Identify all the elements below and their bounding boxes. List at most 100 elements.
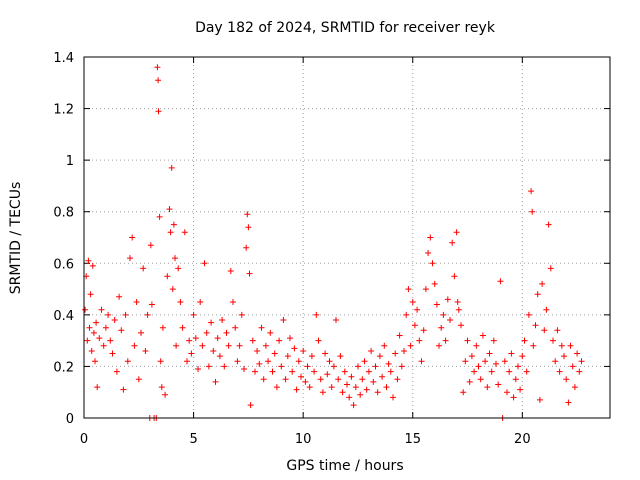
data-point [346,394,353,401]
grid-lines [84,57,610,418]
data-point [190,311,197,318]
data-point [460,389,467,396]
data-point [529,208,536,215]
data-point [96,335,103,342]
data-point [357,391,364,398]
data-point [396,332,403,339]
data-point [418,358,425,365]
data-point [273,384,280,391]
data-point [565,399,572,406]
data-point [156,213,163,220]
data-point [265,358,272,365]
data-point [451,273,458,280]
data-point [214,335,221,342]
data-point [173,342,180,349]
data-point [429,260,436,267]
data-point [556,368,563,375]
data-point [184,358,190,365]
data-point [262,342,269,349]
data-point [574,350,581,357]
data-point [169,286,176,293]
data-point [90,329,97,336]
data-point [122,311,129,318]
data-point [131,342,138,349]
data-point [475,363,482,370]
data-point [238,311,245,318]
data-point [135,376,142,383]
data-point [453,229,460,236]
data-point [344,381,350,388]
data-point [219,317,226,323]
data-point [569,363,576,370]
data-point [300,348,307,354]
data-point [256,360,263,367]
data-point [539,280,546,287]
data-point [234,358,241,365]
data-point [88,348,95,354]
data-point [291,345,298,352]
data-point [223,329,230,336]
data-point [252,368,258,375]
x-tick-label: 15 [404,432,421,447]
data-point [162,391,169,398]
data-point [521,337,528,344]
data-point [458,322,464,329]
data-point [205,363,212,370]
data-point [100,342,107,349]
data-point [541,327,548,334]
data-point [455,306,462,313]
data-point [212,378,219,385]
data-point [486,350,493,357]
data-point [127,255,133,262]
data-point [311,368,318,375]
data-point [295,358,302,365]
data-point [440,311,447,318]
data-point [289,368,296,375]
data-point [495,381,502,388]
data-point [247,402,254,409]
data-point [282,376,289,383]
data-point [241,366,247,372]
data-point [116,293,123,300]
data-point [87,291,94,298]
data-point [411,322,418,329]
data-point [390,394,396,401]
data-point [317,376,324,383]
y-tick-label: 1.2 [53,103,74,118]
data-point [425,250,432,256]
data-point [179,324,186,331]
data-point [333,317,339,323]
data-point [543,306,550,313]
x-tick-label: 10 [295,432,312,447]
data-point [427,234,434,241]
data-point [175,265,182,272]
data-point [85,257,92,264]
data-point [519,353,526,360]
data-point [567,342,574,349]
data-point [348,373,355,380]
data-point [444,296,451,303]
data-point [328,384,335,391]
y-axis-label: SRMTID / TECUs [8,182,24,295]
data-point [525,311,532,318]
data-point [326,358,333,365]
data-point [172,255,178,262]
y-tick-label: 0.8 [53,206,74,221]
data-point [208,319,215,326]
data-point [447,317,453,323]
data-point [158,384,165,391]
data-point [530,342,537,349]
data-point [308,353,315,360]
data-point [246,270,253,277]
data-point [157,358,164,365]
data-point [98,306,105,313]
data-point [144,311,151,318]
axis-ticks: 0 0.2 0.4 0.6 0.8 1 1.2 1.4 0 5 10 15 20 [53,51,610,447]
data-point [276,337,283,344]
data-point [280,317,287,323]
data-point [210,348,217,354]
data-point [409,299,416,305]
data-point [490,337,497,344]
data-point [89,262,96,269]
